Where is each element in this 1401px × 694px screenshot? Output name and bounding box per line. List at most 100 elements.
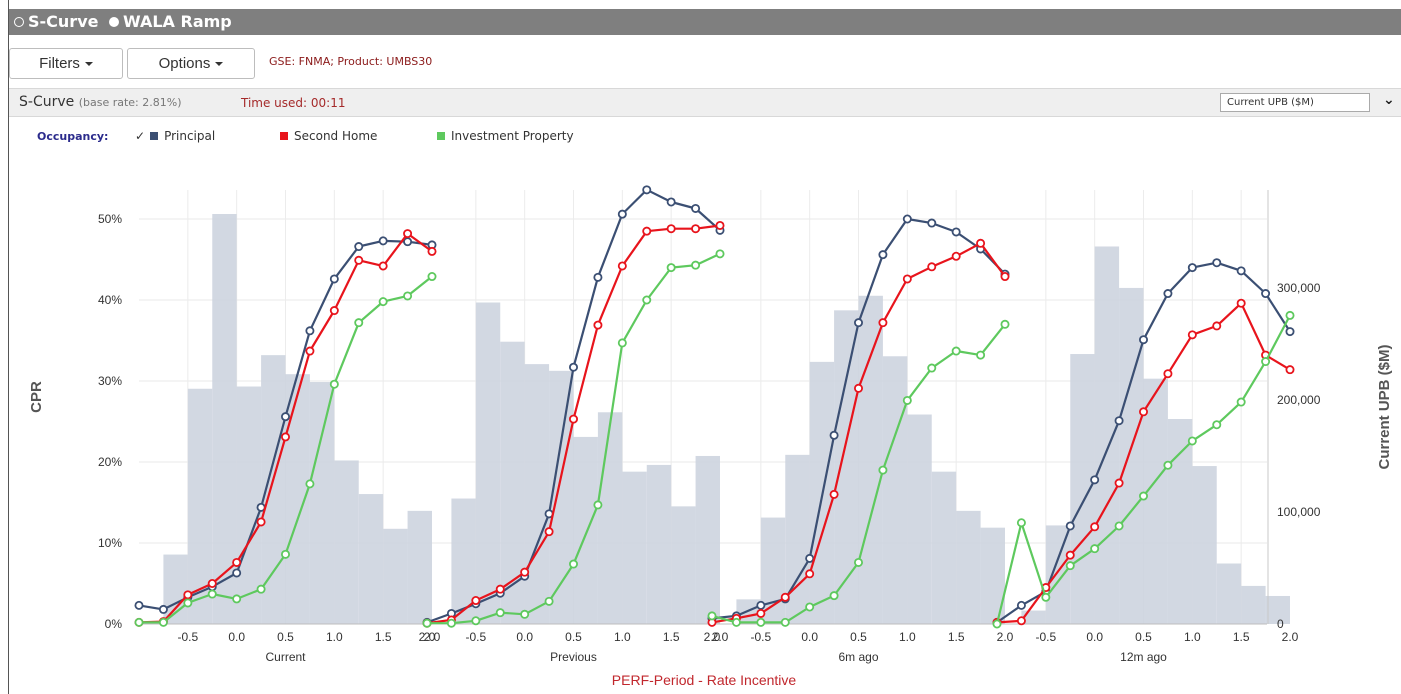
series-point <box>1163 369 1173 379</box>
upb-bar <box>858 295 883 624</box>
x-tick-label: 2.0 <box>997 630 1014 644</box>
series-point <box>232 594 242 604</box>
upb-bar <box>646 464 672 624</box>
series-point <box>731 617 741 627</box>
series-point <box>691 224 701 234</box>
series-point <box>495 608 505 618</box>
series-point <box>329 274 339 284</box>
series-point <box>642 185 652 195</box>
upb-bar <box>1167 419 1193 624</box>
x-tick-label: 1.5 <box>1233 630 1250 644</box>
upb-bar <box>1143 378 1168 624</box>
series-point <box>756 608 766 618</box>
upb-bar <box>475 302 501 624</box>
series-point <box>427 272 437 282</box>
series-point <box>1261 357 1271 367</box>
series-point <box>666 197 676 207</box>
upb-bar <box>760 517 786 624</box>
y-tick-label: 40% <box>98 293 122 307</box>
series-point <box>544 596 554 606</box>
series-point <box>1187 330 1197 340</box>
y-tick-label: 30% <box>98 374 122 388</box>
options-label: Options <box>158 55 211 72</box>
series-point <box>1261 289 1271 299</box>
series-point <box>1065 521 1075 531</box>
series-point <box>354 242 364 252</box>
legend-item-investment-property[interactable]: Investment Property <box>437 129 574 143</box>
panel-name: Previous <box>550 650 597 664</box>
series-point <box>1187 263 1197 273</box>
series-point <box>617 338 627 348</box>
upb-bar <box>1241 585 1266 624</box>
series-point <box>1090 522 1100 532</box>
series-point <box>520 567 530 577</box>
series-point <box>569 362 579 372</box>
mode-option-wala-ramp[interactable]: WALA Ramp <box>109 9 232 35</box>
upb-bar <box>236 386 262 624</box>
radio-selected-icon <box>109 17 120 27</box>
series-point <box>183 598 193 608</box>
upb-bar <box>1216 563 1242 624</box>
series-point <box>446 618 456 628</box>
filters-button[interactable]: Filters <box>9 48 123 79</box>
x-tick-label: 1.0 <box>1184 630 1201 644</box>
upb-bar <box>524 364 550 624</box>
series-point <box>878 318 888 328</box>
upb-bar <box>334 460 359 624</box>
series-point <box>1163 289 1173 299</box>
x-tick-label: 2.0 <box>419 630 436 644</box>
series-point <box>1016 600 1026 610</box>
series-point <box>617 209 627 219</box>
series-point <box>927 363 937 373</box>
series-point <box>471 616 481 626</box>
panel-name: Current <box>265 650 306 664</box>
series-point <box>593 500 603 510</box>
series-point <box>1114 478 1124 488</box>
upb-bar <box>358 494 384 624</box>
x-tick-label: 1.5 <box>948 630 965 644</box>
series-point <box>902 395 912 405</box>
series-point <box>951 227 961 237</box>
series-point <box>1041 592 1051 602</box>
series-point <box>569 559 579 569</box>
legend-item-principal[interactable]: ✓ Principal <box>135 129 215 143</box>
upb-bar <box>597 412 623 624</box>
s-curve-chart: 0% 10% 20% 30% 40% 50% CPR 0 100,000 200,000 300,0… <box>28 185 1393 688</box>
upb-bar <box>931 471 957 624</box>
series-point <box>1065 550 1075 560</box>
caret-down-icon <box>215 61 224 66</box>
series-point <box>805 569 815 579</box>
series-point <box>256 517 266 527</box>
series-point <box>1016 518 1026 528</box>
x-tick-label: 0.5 <box>1135 630 1152 644</box>
options-button[interactable]: Options <box>127 48 255 79</box>
series-point <box>1139 407 1149 417</box>
series-point <box>134 600 144 610</box>
caret-down-icon <box>84 61 93 66</box>
x-tick-label: 0.5 <box>850 630 867 644</box>
mode-label-wala-ramp: WALA Ramp <box>123 12 232 31</box>
occupancy-legend: Occupancy: ✓ Principal Second Home Inves… <box>9 126 1401 146</box>
series-point <box>878 465 888 475</box>
series-point <box>305 346 315 356</box>
upb-bar <box>1119 287 1144 624</box>
chart-title-text: S-Curve <box>19 94 75 110</box>
metric-select[interactable]: Current UPB ($M) <box>1220 93 1370 112</box>
mode-option-s-curve[interactable]: S-Curve <box>14 9 98 35</box>
y-axis-title: CPR <box>28 381 45 413</box>
legend-item-second-home[interactable]: Second Home <box>280 129 377 143</box>
series-point <box>1236 266 1246 276</box>
series-point <box>354 318 364 328</box>
series-point <box>593 320 603 330</box>
upb-bar <box>573 436 598 624</box>
series-point <box>715 249 725 259</box>
chevron-down-icon[interactable]: ⌄ <box>1383 92 1395 108</box>
occupancy-label: Occupancy: <box>37 130 109 143</box>
x-tick-label: 0.0 <box>228 630 245 644</box>
series-point <box>1212 258 1222 268</box>
series-point <box>305 479 315 489</box>
upb-bar <box>407 510 432 624</box>
series-point <box>1090 544 1100 554</box>
legend-swatch-investment-property <box>437 132 445 140</box>
series-point <box>805 553 815 563</box>
